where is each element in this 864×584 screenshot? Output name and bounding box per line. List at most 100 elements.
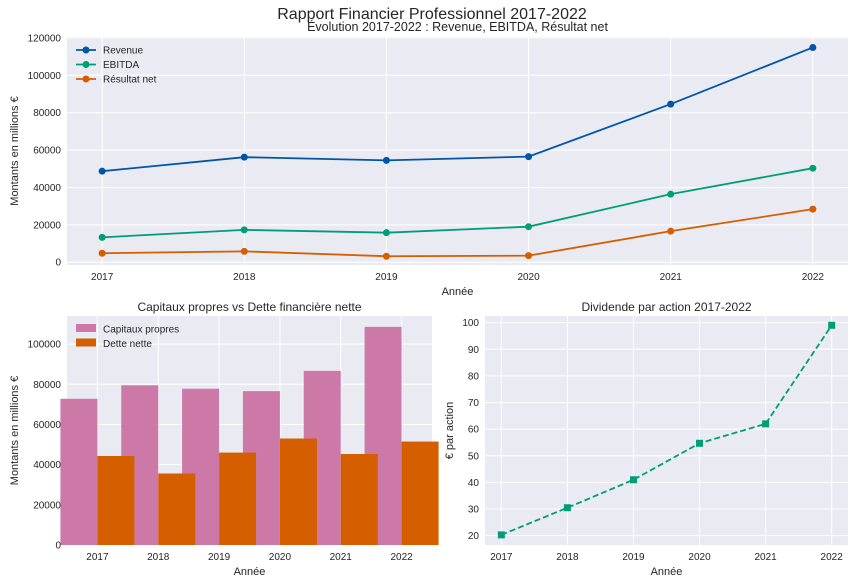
chart-title: Capitaux propres vs Dette financière net… [137,300,361,314]
x-tick-label: 2021 [330,552,353,563]
data-point [240,226,248,234]
y-tick-label: 90 [468,345,480,356]
data-point [525,153,533,161]
data-point [525,252,533,260]
legend-label: Dette nette [103,339,152,350]
bar-dette-nette [97,456,135,545]
x-tick-label: 2022 [821,552,844,563]
x-tick-label: 2022 [802,272,825,283]
data-point [667,100,675,108]
data-point [563,504,571,512]
y-tick-label: 0 [55,258,61,269]
y-axis-label: Montants en millions € [9,96,21,205]
x-tick-label: 2021 [754,552,777,563]
data-point [667,190,675,198]
bar-dette-nette [279,438,317,545]
x-tick-label: 2018 [556,552,579,563]
plot-area [485,316,848,545]
x-tick-label: 2021 [660,272,683,283]
chart-title: Dividende par action 2017-2022 [581,300,751,314]
y-axis-label: € par action [444,402,456,459]
data-point [629,476,637,484]
data-point [696,439,704,447]
x-axis-label: Année [442,286,474,298]
x-tick-label: 2018 [233,272,256,283]
y-tick-label: 50 [468,451,480,462]
data-point [828,321,836,329]
bar-dette-nette [340,454,378,545]
legend-swatch [76,324,96,332]
x-tick-label: 2022 [390,552,413,563]
x-tick-label: 2017 [490,552,513,563]
x-tick-label: 2018 [147,552,170,563]
x-tick-label: 2019 [622,552,645,563]
x-tick-label: 2017 [86,552,109,563]
bar-dette-nette [219,452,257,545]
y-tick-label: 20000 [33,220,61,231]
data-point [98,233,106,241]
y-tick-label: 40 [468,478,480,489]
y-tick-label: 0 [55,541,61,552]
y-axis-label: Montants en millions € [9,376,21,485]
data-point [98,249,106,257]
x-tick-label: 2020 [269,552,292,563]
y-tick-label: 80000 [33,108,61,119]
data-point [497,531,505,539]
y-tick-label: 20000 [33,500,61,511]
chart-capital: 0 20000 40000 60000 80000 100000 2017 2018 2019 2… [9,300,439,578]
x-tick-label: 2020 [517,272,540,283]
y-tick-label: 120000 [28,33,62,44]
data-point [240,153,248,161]
data-point [382,252,390,260]
y-tick-label: 60000 [33,420,61,431]
y-tick-label: 70 [468,398,480,409]
y-tick-label: 100000 [28,71,62,82]
data-point [382,229,390,237]
data-point [809,205,817,213]
y-tick-label: 40000 [33,183,61,194]
legend-label: Revenue [103,46,143,57]
legend-label: EBITDA [103,60,139,71]
series-line [102,208,813,258]
figure-title: Rapport Financier Professionnel 2017-202… [277,6,587,23]
y-tick-label: 100 [462,318,479,329]
y-tick-label: 20 [468,531,480,542]
data-point [809,164,817,172]
legend-marker [82,46,90,54]
plot-area [67,37,848,265]
y-tick-label: 60 [468,425,480,436]
chart-top: 0 20000 40000 60000 80000 100000 120000 2017 201… [9,19,848,298]
series-line [102,46,814,173]
bar-dette-nette [401,441,439,545]
x-tick-label: 2017 [91,272,114,283]
y-tick-label: 100000 [28,340,62,351]
y-tick-label: 80 [468,371,480,382]
bar-capitaux-propres [60,398,98,545]
y-tick-label: 60000 [33,146,61,157]
data-point [525,223,533,231]
x-tick-label: 2020 [688,552,711,563]
legend-label: Résultat net [103,75,157,86]
legend-marker [82,61,90,68]
data-point [667,227,675,235]
x-axis-label: Année [234,566,266,578]
data-point [762,420,770,428]
bar-dette-nette [158,473,196,545]
x-axis-label: Année [651,566,683,578]
data-point [809,43,817,51]
legend-marker [82,75,90,83]
data-point [240,247,248,255]
legend-swatch [76,338,96,347]
data-point [382,156,390,164]
y-tick-label: 80000 [33,380,61,391]
legend-label: Capitaux propres [103,325,179,336]
y-tick-label: 40000 [33,460,61,471]
chart-dividend: 20 30 40 50 60 70 80 90 100 2017 2018 2019 2020 2021 2… [444,300,848,578]
series-line [500,324,833,536]
chart-title: Évolution 2017-2022 : Revenue, EBITDA, R… [307,19,608,34]
x-tick-label: 2019 [208,552,231,563]
x-tick-label: 2019 [375,272,398,283]
series-line [102,167,814,239]
